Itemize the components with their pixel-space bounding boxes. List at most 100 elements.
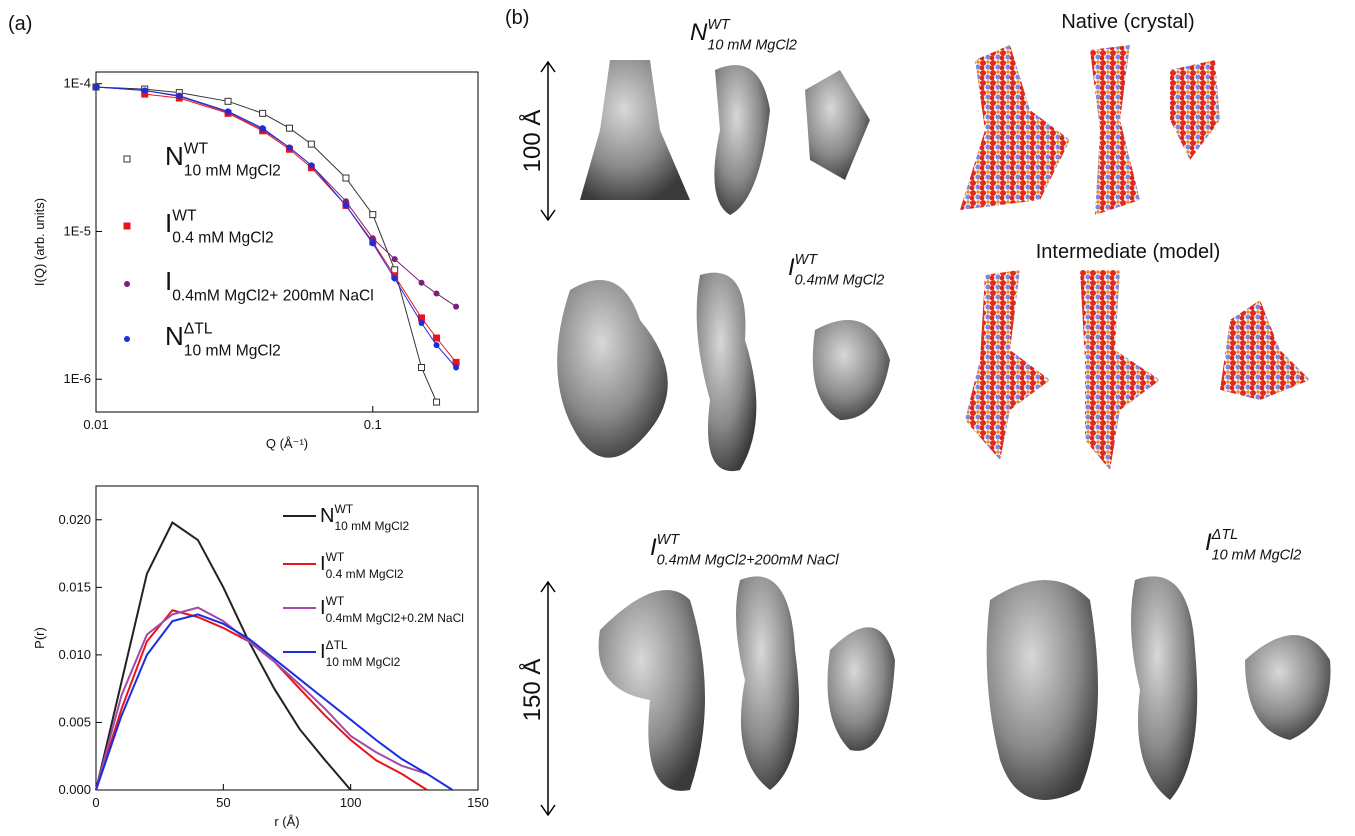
legend-marker (123, 222, 131, 230)
label: NWT 10 mM MgCl2 (690, 17, 797, 53)
label: IΔTL 10 mM MgCl2 (320, 638, 401, 669)
y-axis-label: P(r) (32, 627, 47, 649)
marker (285, 124, 293, 132)
series-line (95, 606, 428, 791)
y-tick-label: 1E-6 (64, 371, 91, 386)
marker (418, 279, 425, 286)
scale-label: 150 Å (518, 659, 546, 722)
series-line (95, 613, 454, 791)
y-tick-label: 0.010 (58, 647, 91, 662)
marker (433, 398, 441, 406)
legend-marker (123, 155, 131, 163)
intermediate-title: Intermediate (model) (1036, 241, 1221, 263)
y-tick-label: 0.020 (58, 512, 91, 527)
marker (418, 320, 425, 327)
series-line (95, 86, 457, 308)
label-sub: 0.4mM MgCl2+200mM NaCl (657, 553, 840, 569)
marker (141, 87, 148, 94)
label-sup: WT (326, 550, 345, 564)
marker (286, 144, 293, 151)
plot-frame (95, 71, 479, 413)
marker (453, 303, 460, 310)
label-sub: 10 mM MgCl2 (334, 519, 409, 533)
marker (308, 162, 315, 169)
marker (93, 83, 99, 90)
marker (433, 342, 440, 349)
series-line (95, 521, 352, 791)
y-tick-label: 1E-4 (64, 76, 91, 91)
label-sup: WT (657, 532, 681, 548)
label: IWT 0.4mM MgCl2+0.2M NaCl (320, 594, 464, 625)
label-sup: WT (795, 252, 819, 268)
y-axis-label: I(Q) (arb. units) (32, 198, 47, 286)
label-sub: 10 mM MgCl2 (1212, 548, 1302, 564)
label-sub: 0.4 mM MgCl2 (172, 229, 273, 246)
marker (391, 256, 398, 263)
marker (369, 211, 377, 219)
x-tick-label: 50 (216, 795, 230, 810)
marker (433, 334, 441, 342)
marker (342, 202, 349, 209)
label: I0.4mM MgCl2+ 200mM NaCl (165, 266, 374, 304)
label-main: I (1205, 529, 1212, 556)
label: IΔTL 10 mM MgCl2 (1205, 527, 1301, 563)
label-main: I (788, 254, 795, 281)
x-tick-label: 100 (340, 795, 362, 810)
label-sub: 0.4mM MgCl2 (795, 273, 885, 289)
label-sup: ΔTL (184, 320, 213, 337)
plot-frame (95, 485, 479, 791)
marker (391, 275, 398, 282)
panel-label: (a) (8, 13, 32, 35)
label-main: I (650, 534, 657, 561)
label-main: N (165, 141, 184, 171)
label: NΔTL 10 mM MgCl2 (165, 320, 281, 359)
label-sup: WT (334, 502, 353, 516)
label-sub: 10 mM MgCl2 (707, 38, 797, 54)
marker (369, 240, 376, 247)
x-axis-label: Q (Å⁻¹) (266, 436, 308, 451)
label: IWT 0.4mM MgCl2 (788, 252, 884, 288)
marker (418, 364, 426, 372)
label-main: I (165, 208, 172, 238)
label-sup: WT (707, 17, 731, 33)
panel-label: (b) (505, 7, 529, 29)
marker (176, 92, 183, 99)
label: IWT 0.4 mM MgCl2 (165, 207, 274, 246)
marker (224, 97, 232, 105)
label-sup: WT (172, 207, 197, 224)
label-main: N (690, 19, 708, 46)
x-tick-label: 150 (467, 795, 489, 810)
label: IWT 0.4 mM MgCl2 (320, 550, 404, 581)
x-tick-label: 0.1 (364, 417, 382, 432)
y-tick-label: 0.015 (58, 579, 91, 594)
y-tick-label: 1E-5 (64, 223, 91, 238)
label-sub: 10 mM MgCl2 (184, 162, 281, 179)
legend-marker (124, 336, 130, 342)
label-main: I (320, 553, 326, 575)
marker (369, 235, 376, 242)
label-sup: ΔTL (1211, 527, 1238, 543)
label-sub: 10 mM MgCl2 (184, 342, 281, 359)
native-title: Native (crystal) (1061, 11, 1194, 33)
label-main: I (165, 266, 172, 296)
label-sub: 0.4mM MgCl2+0.2M NaCl (326, 611, 464, 625)
label: IWT 0.4mM MgCl2+200mM NaCl (650, 532, 839, 568)
marker (259, 109, 267, 117)
label-main: I (320, 641, 326, 663)
marker (259, 125, 266, 132)
label-sub: 0.4 mM MgCl2 (326, 567, 404, 581)
structure-images (557, 45, 1331, 800)
y-tick-label: 0.000 (58, 782, 91, 797)
label-sub: 0.4mM MgCl2+ 200mM NaCl (172, 287, 373, 304)
label-sup: WT (326, 594, 345, 608)
marker (342, 198, 349, 205)
y-tick-label: 0.005 (58, 714, 91, 729)
marker (307, 140, 315, 148)
label-main: I (320, 597, 326, 619)
label: NWT 10 mM MgCl2 (165, 140, 281, 179)
label: NWT 10 mM MgCl2 (320, 502, 409, 533)
x-tick-label: 0.01 (83, 417, 108, 432)
marker (433, 290, 440, 297)
label-sup: WT (184, 140, 209, 157)
